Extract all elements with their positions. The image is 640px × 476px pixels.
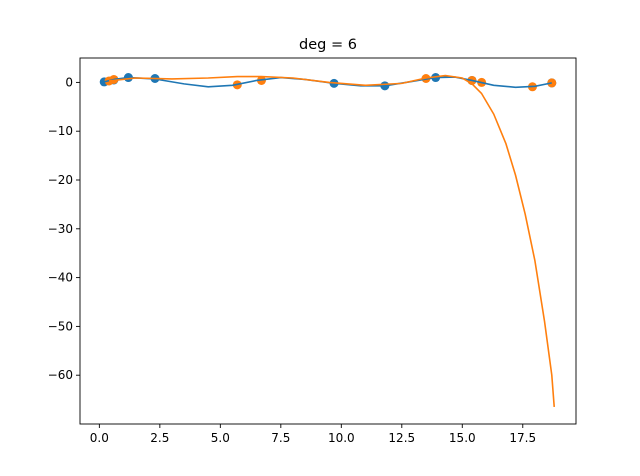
x-tick-label: 10.0 bbox=[328, 431, 355, 445]
x-tick-label: 2.5 bbox=[150, 431, 169, 445]
x-tick-label: 5.0 bbox=[211, 431, 230, 445]
chart-title: deg = 6 bbox=[299, 37, 357, 53]
y-tick-label: −60 bbox=[48, 368, 73, 382]
series-layer bbox=[99, 73, 557, 407]
x-tick-label: 7.5 bbox=[271, 431, 290, 445]
y-tick-label: −40 bbox=[48, 271, 73, 285]
y-tick-label: −20 bbox=[48, 173, 73, 187]
x-tick-label: 0.0 bbox=[90, 431, 109, 445]
series-2-curve bbox=[108, 74, 556, 407]
y-tick-label: −50 bbox=[48, 319, 73, 333]
axes-layer: 0.0 2.5 5.0 7.5 10.0 12.5 15.0 17.5 0 −10 −20 −30 −4… bbox=[48, 57, 577, 445]
x-tick-label: 12.5 bbox=[388, 431, 415, 445]
y-tick-label: −10 bbox=[48, 124, 73, 138]
y-tick-label: −30 bbox=[48, 222, 73, 236]
plot-frame bbox=[79, 57, 577, 425]
x-tick-label: 15.0 bbox=[449, 431, 476, 445]
y-tick-label: 0 bbox=[65, 75, 73, 89]
x-tick-label: 17.5 bbox=[509, 431, 536, 445]
